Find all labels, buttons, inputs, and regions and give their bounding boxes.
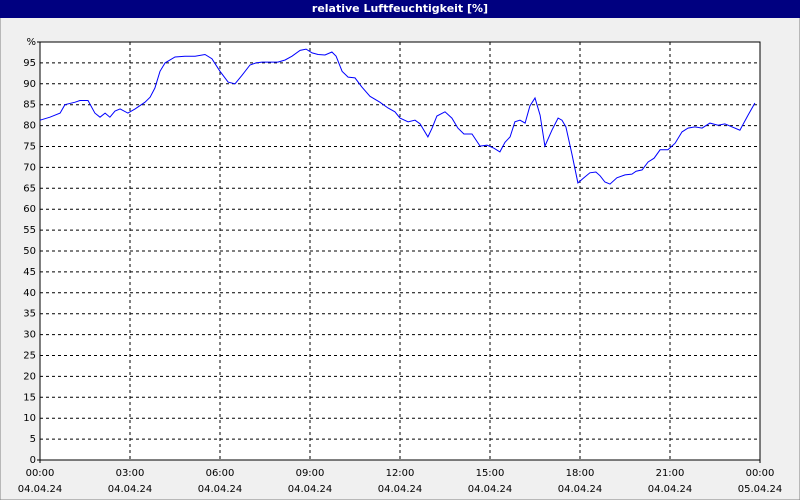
y-tick-label: 65 xyxy=(23,183,36,194)
y-tick-label: 50 xyxy=(23,246,36,257)
x-tick-label: 06:00 xyxy=(206,468,235,479)
x-tick-date: 04.04.24 xyxy=(558,484,603,495)
y-tick-label: 25 xyxy=(23,351,36,362)
y-tick-label: 5 xyxy=(30,434,36,445)
x-tick-label: 00:00 xyxy=(26,468,55,479)
y-tick-label: 20 xyxy=(23,371,36,382)
x-tick-label: 09:00 xyxy=(296,468,325,479)
y-tick-label: 0 xyxy=(30,455,36,466)
y-tick-label: 95 xyxy=(23,58,36,69)
data-line xyxy=(39,48,756,185)
y-tick-label: 10 xyxy=(23,413,36,424)
y-tick-label: 85 xyxy=(23,100,36,111)
x-tick-label: 03:00 xyxy=(116,468,145,479)
y-tick-label: 45 xyxy=(23,267,36,278)
y-tick-label: % xyxy=(26,37,36,48)
x-tick-date: 04.04.24 xyxy=(198,484,243,495)
x-tick-label: 12:00 xyxy=(386,468,415,479)
y-tick-label: 80 xyxy=(23,121,36,132)
x-tick-date: 04.04.24 xyxy=(468,484,513,495)
x-tick-date: 04.04.24 xyxy=(108,484,153,495)
x-tick-date: 04.04.24 xyxy=(288,484,333,495)
x-tick-label: 00:00 xyxy=(746,468,775,479)
y-tick-label: 35 xyxy=(23,309,36,320)
x-tick-label: 15:00 xyxy=(476,468,505,479)
y-tick-label: 30 xyxy=(23,330,36,341)
x-tick-date: 04.04.24 xyxy=(648,484,693,495)
x-tick-date: 04.04.24 xyxy=(378,484,423,495)
y-tick-label: 40 xyxy=(23,288,36,299)
y-tick-label: 75 xyxy=(23,142,36,153)
title-bar xyxy=(0,0,800,18)
x-tick-label: 18:00 xyxy=(566,468,595,479)
y-tick-label: 15 xyxy=(23,392,36,403)
x-tick-label: 21:00 xyxy=(656,468,685,479)
y-tick-label: 60 xyxy=(23,204,36,215)
chart-title: relative Luftfeuchtigkeit [%] xyxy=(312,2,488,15)
y-tick-label: 70 xyxy=(23,162,36,173)
y-tick-label: 90 xyxy=(23,79,36,90)
x-tick-date: 04.04.24 xyxy=(18,484,63,495)
y-tick-label: 55 xyxy=(23,225,36,236)
x-tick-date: 05.04.24 xyxy=(738,484,783,495)
